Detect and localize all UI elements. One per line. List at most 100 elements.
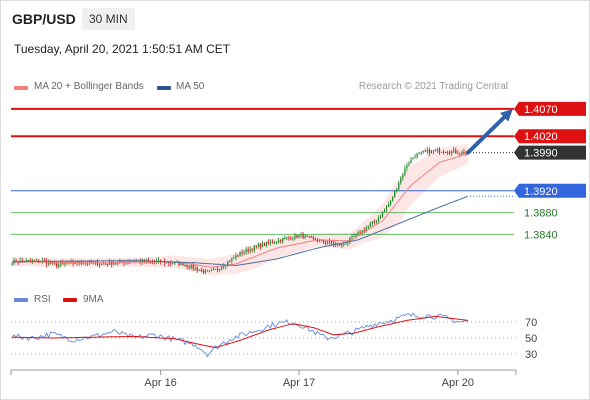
candle-body	[188, 266, 190, 268]
candle	[300, 231, 302, 239]
candle	[261, 240, 264, 248]
candle-body	[280, 240, 282, 242]
candle	[249, 245, 251, 254]
price-tag-label: 1.4020	[524, 131, 558, 143]
candle	[430, 149, 432, 154]
candle-body	[422, 151, 424, 153]
candle-body	[31, 260, 33, 262]
candle	[235, 252, 237, 261]
candle	[357, 230, 359, 236]
candle-body	[263, 243, 266, 246]
rsi-tick-label: 30	[525, 349, 537, 361]
candle-body	[314, 238, 316, 241]
candle	[286, 236, 288, 241]
candle-body	[404, 168, 406, 175]
legend-rsi: RSI	[34, 294, 51, 305]
timeframe-badge[interactable]: 30 MIN	[82, 8, 135, 30]
candle	[438, 146, 441, 156]
candle-body	[355, 233, 357, 237]
candle-body	[239, 252, 241, 256]
candle	[412, 156, 414, 160]
candle	[324, 240, 327, 246]
candle	[436, 147, 439, 153]
candle	[326, 240, 329, 245]
price-tag-1-4020: 1.4020	[514, 129, 586, 144]
candle-body	[440, 151, 443, 153]
candle-body	[284, 238, 286, 240]
candle	[341, 243, 343, 249]
candle	[210, 268, 213, 272]
candle	[221, 265, 223, 271]
legend-ma20: MA 20 + Bollinger Bands	[34, 81, 144, 92]
candle-body	[198, 269, 200, 271]
candle-body	[145, 259, 147, 262]
candle-body	[180, 262, 182, 266]
candle-body	[233, 257, 235, 259]
candle	[453, 146, 455, 154]
candle-body	[373, 221, 375, 223]
candle-body	[304, 235, 306, 239]
candle-body	[296, 235, 298, 238]
candle	[444, 151, 447, 154]
bollinger-band	[12, 143, 468, 276]
candle-body	[322, 239, 325, 242]
candle	[208, 270, 211, 273]
candle-body	[392, 197, 394, 201]
candle	[402, 172, 404, 181]
candle-body	[43, 260, 46, 262]
candle-body	[214, 268, 217, 270]
candle-body	[15, 260, 17, 263]
candle	[253, 244, 255, 253]
candle	[157, 257, 160, 264]
candle-body	[182, 262, 184, 266]
candle-body	[174, 262, 176, 264]
candle	[294, 232, 296, 241]
candle	[426, 147, 428, 155]
candle	[292, 236, 294, 242]
candle	[432, 150, 435, 154]
candle	[302, 231, 304, 240]
candle	[11, 262, 13, 266]
candle	[188, 265, 190, 270]
candle-body	[306, 235, 308, 237]
candle	[371, 221, 373, 227]
candle-body	[243, 252, 245, 254]
candle-body	[29, 260, 31, 262]
candle	[190, 263, 192, 270]
candle-body	[369, 223, 371, 227]
candle-body	[76, 260, 78, 264]
candle	[206, 269, 209, 272]
candle-body	[375, 220, 378, 222]
candle	[414, 154, 416, 159]
candle	[245, 246, 247, 255]
candle	[100, 263, 103, 266]
candle	[212, 266, 215, 271]
candle	[198, 269, 200, 271]
candle-body	[186, 264, 188, 267]
candle-body	[107, 263, 109, 265]
candle-body	[390, 200, 392, 205]
candle	[330, 240, 333, 245]
candle-body	[56, 263, 58, 267]
candle-body	[255, 245, 257, 247]
candle-body	[361, 230, 363, 234]
candle	[263, 242, 266, 247]
projection-arrow-shaft	[466, 115, 507, 155]
rsi-9ma-line	[12, 315, 469, 349]
candle-body	[432, 150, 435, 152]
candle-body	[286, 237, 288, 239]
candle-body	[82, 262, 84, 264]
candle	[202, 268, 204, 275]
candle-body	[251, 249, 253, 251]
candle	[115, 262, 117, 266]
candle-body	[438, 149, 441, 153]
candle	[424, 148, 426, 153]
price-tag-label: 1.3880	[524, 208, 558, 220]
candle-body	[461, 151, 463, 154]
candle-body	[442, 151, 445, 153]
candle-body	[410, 159, 412, 164]
candle-body	[96, 261, 99, 266]
candle-body	[269, 241, 272, 243]
candle	[416, 152, 418, 160]
